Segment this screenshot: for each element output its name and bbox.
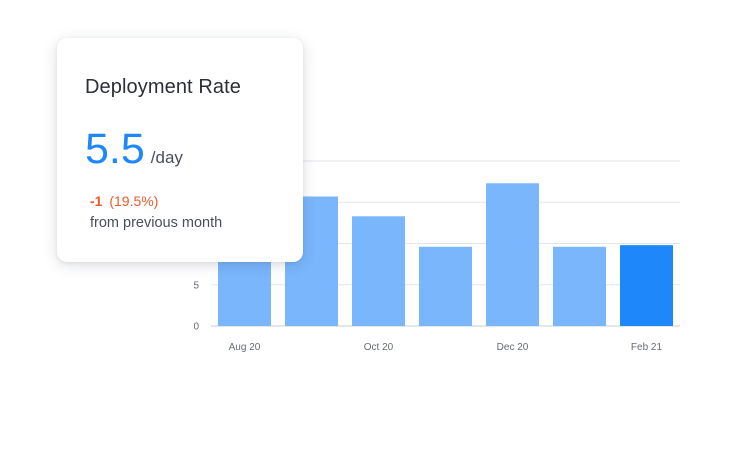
metric-value: 5.5 [85,125,145,173]
delta-row: -1 (19.5%) [90,193,158,209]
x-tick-label: Feb 21 [631,342,663,353]
x-tick-label: Dec 20 [497,342,529,353]
card-title: Deployment Rate [85,76,242,98]
y-tick-label: 0 [193,322,199,333]
bar-dec-20 [486,183,539,326]
bar-jan-21 [553,246,606,326]
bar-nov-20 [419,246,472,326]
bar-aug-20 [218,260,271,326]
delta-value: -1 [90,193,103,209]
delta-percent: (19.5%) [109,193,159,209]
y-tick-label: 5 [193,280,199,291]
x-tick-label: Aug 20 [229,342,261,353]
metric-row: 5.5 /day [85,128,183,171]
x-tick-label: Oct 20 [364,342,394,353]
bar-feb-21 [620,245,673,326]
bar-oct-20 [352,216,405,326]
metric-unit: /day [150,148,183,167]
deployment-rate-card: Deployment Rate 5.5 /day -1 (19.5%) from… [57,38,303,262]
delta-caption: from previous month [90,215,223,231]
y-axis-tick-labels: 05 [193,280,199,332]
chart-bars [218,183,673,326]
x-axis-tick-labels: Aug 20 Oct 20 Dec 20 Feb 21 [229,342,663,353]
